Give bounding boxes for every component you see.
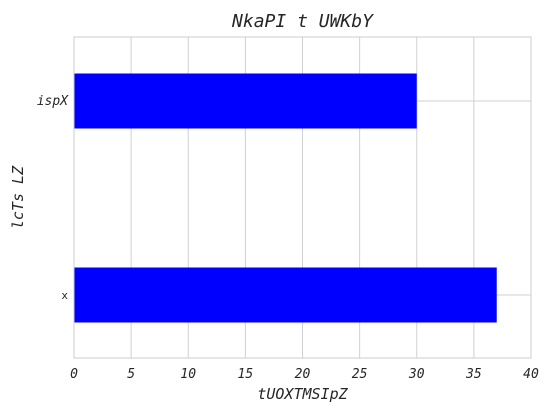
bar-x [74,267,497,323]
y-tick-label: x [61,289,68,302]
x-tick-label: 15 [238,367,254,382]
x-tick-label: 10 [180,367,196,382]
bars [74,73,497,323]
x-tick-label: 20 [295,367,311,382]
x-tick-label: 35 [465,367,482,382]
x-tick-label: 5 [127,367,135,382]
bar-ispX [74,73,417,129]
y-tick-label: ispX [37,94,69,109]
y-category-labels: ispX x [37,94,69,302]
y-axis-label: lcTs LZ [9,165,27,229]
x-axis-label: tUOXTMSIpZ [257,385,348,403]
x-tick-label: 0 [70,367,78,382]
x-tick-label: 30 [408,367,425,382]
plot-area [73,36,532,359]
x-tick-label: 40 [523,367,539,382]
x-tick-labels: 0 5 10 15 20 25 30 35 40 [70,367,539,382]
x-tick-label: 25 [352,367,368,382]
chart-title: NkaPI t UWKbY [231,11,374,32]
